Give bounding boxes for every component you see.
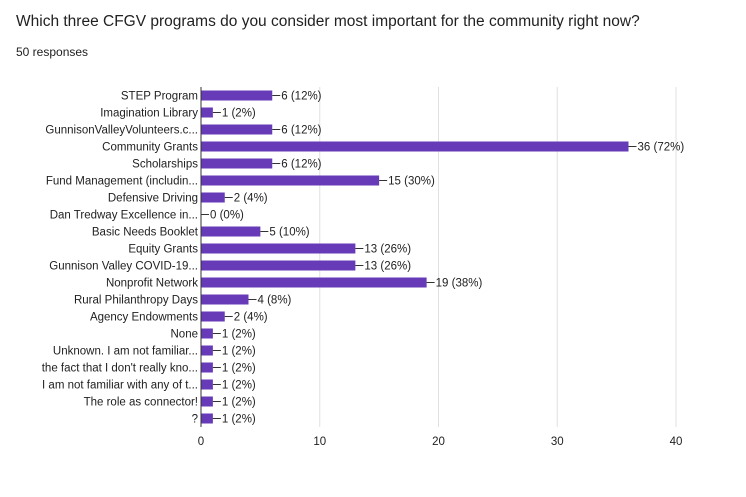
bar bbox=[201, 141, 629, 152]
category-labels: STEP Program Imagination Library GunnisonV… bbox=[42, 91, 199, 426]
category-label: Basic Needs Booklet bbox=[92, 227, 199, 239]
category-label: Imagination Library bbox=[100, 108, 198, 120]
value-label: 1 (2%) bbox=[222, 346, 256, 358]
x-tick-label: 10 bbox=[313, 436, 326, 448]
category-label: Community Grants bbox=[102, 142, 198, 154]
category-label: Scholarships bbox=[132, 159, 198, 171]
value-label: 6 (12%) bbox=[281, 159, 321, 171]
value-label: 1 (2%) bbox=[222, 397, 256, 409]
value-label: 5 (10%) bbox=[269, 227, 309, 239]
x-tick-label: 40 bbox=[670, 436, 683, 448]
category-label: Dan Tredway Excellence in... bbox=[50, 210, 198, 222]
bar bbox=[201, 175, 380, 186]
value-label: 1 (2%) bbox=[222, 414, 256, 426]
value-label: 4 (8%) bbox=[258, 295, 292, 307]
value-label: 13 (26%) bbox=[364, 244, 411, 256]
category-label: GunnisonValleyVolunteers.c... bbox=[45, 125, 198, 137]
x-axis-ticks: 0 10 20 30 40 bbox=[198, 436, 683, 448]
value-label: 1 (2%) bbox=[222, 329, 256, 341]
bar bbox=[201, 345, 213, 356]
bar bbox=[201, 396, 213, 407]
value-label: 1 (2%) bbox=[222, 363, 256, 375]
bar bbox=[201, 226, 261, 237]
x-tick-label: 0 bbox=[198, 436, 204, 448]
question-title: Which three CFGV programs do you conside… bbox=[16, 13, 640, 30]
category-label: Unknown. I am not familiar... bbox=[53, 346, 198, 358]
category-label: ? bbox=[192, 414, 198, 426]
bar bbox=[201, 243, 356, 254]
bar bbox=[201, 311, 225, 322]
value-label: 6 (12%) bbox=[281, 91, 321, 103]
value-label: 15 (30%) bbox=[388, 176, 435, 188]
bar bbox=[201, 328, 213, 339]
bar bbox=[201, 379, 213, 390]
category-label: Agency Endowments bbox=[90, 312, 198, 324]
value-label: 1 (2%) bbox=[222, 108, 256, 120]
category-label: Equity Grants bbox=[128, 244, 198, 256]
bar bbox=[201, 158, 273, 169]
category-label: Fund Management (includin... bbox=[46, 176, 198, 188]
category-label: Defensive Driving bbox=[108, 193, 198, 205]
value-label: 6 (12%) bbox=[281, 125, 321, 137]
value-label: 0 (0%) bbox=[210, 210, 244, 222]
value-label: 13 (26%) bbox=[364, 261, 411, 273]
value-label: 19 (38%) bbox=[436, 278, 483, 290]
bar bbox=[201, 362, 213, 373]
category-label: Gunnison Valley COVID-19... bbox=[49, 261, 198, 273]
category-label: I am not familiar with any of t... bbox=[42, 380, 198, 392]
category-label: Nonprofit Network bbox=[106, 278, 198, 290]
value-label: 2 (4%) bbox=[234, 312, 268, 324]
value-label: 36 (72%) bbox=[638, 142, 685, 154]
bar bbox=[201, 277, 427, 288]
value-label: 1 (2%) bbox=[222, 380, 256, 392]
bar bbox=[201, 90, 273, 101]
bar bbox=[201, 260, 356, 271]
bar bbox=[201, 294, 249, 305]
x-tick-label: 30 bbox=[551, 436, 564, 448]
value-labels: 6 (12%) 1 (2%) 6 (12%) 36 (72%) 6 (12%) 15 (3… bbox=[201, 91, 684, 426]
category-label: The role as connector! bbox=[84, 397, 198, 409]
category-label: None bbox=[171, 329, 199, 341]
bar bbox=[201, 192, 225, 203]
category-label: Rural Philanthropy Days bbox=[74, 295, 198, 307]
category-label: the fact that I don't really kno... bbox=[42, 363, 198, 375]
grid-lines bbox=[319, 87, 677, 427]
bar bbox=[201, 413, 213, 424]
bar bbox=[201, 124, 273, 135]
value-label: 2 (4%) bbox=[234, 193, 268, 205]
bars bbox=[201, 90, 629, 424]
x-tick-label: 20 bbox=[432, 436, 445, 448]
responses-count: 50 responses bbox=[16, 45, 89, 59]
category-label: STEP Program bbox=[121, 91, 198, 103]
bar bbox=[201, 107, 213, 118]
